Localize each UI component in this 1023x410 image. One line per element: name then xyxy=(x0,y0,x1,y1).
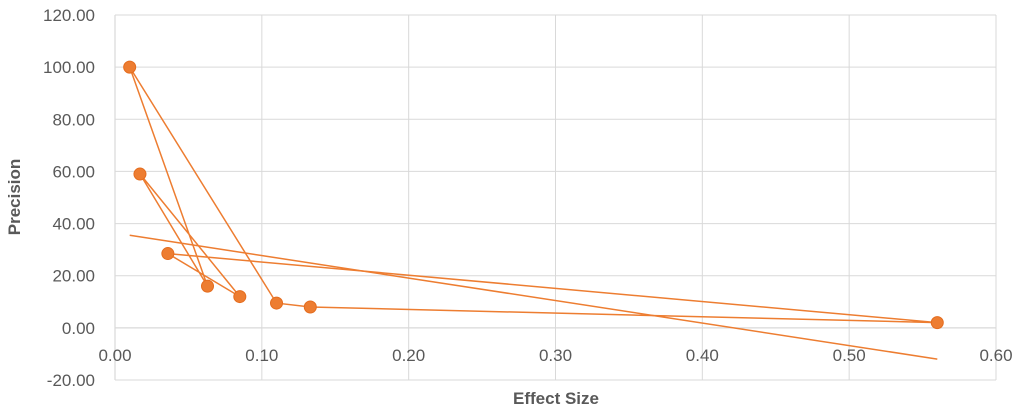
data-point xyxy=(123,60,137,74)
x-tick-label: 0.00 xyxy=(98,346,131,365)
x-axis-ticks: 0.00 0.10 0.20 0.30 0.40 0.50 0.60 xyxy=(98,346,1012,365)
data-point xyxy=(133,167,147,181)
data-point xyxy=(233,290,247,304)
y-axis-title: Precision xyxy=(5,159,24,236)
data-point xyxy=(201,279,215,293)
data-point xyxy=(270,296,284,310)
data-point xyxy=(930,316,944,330)
x-tick-label: 0.60 xyxy=(979,346,1012,365)
y-tick-label: 80.00 xyxy=(52,110,95,129)
series-0-line xyxy=(128,66,938,324)
x-axis-title: Effect Size xyxy=(513,389,599,408)
grid-lines xyxy=(114,14,997,381)
data-point xyxy=(161,247,175,261)
y-tick-label: 120.00 xyxy=(43,6,95,25)
x-tick-label: 0.30 xyxy=(539,346,572,365)
y-tick-label: 100.00 xyxy=(43,58,95,77)
x-tick-label: 0.50 xyxy=(833,346,866,365)
series-lines xyxy=(128,66,938,360)
x-tick-label: 0.40 xyxy=(686,346,719,365)
y-tick-label: 20.00 xyxy=(52,267,95,286)
y-tick-label: 0.00 xyxy=(62,319,95,338)
y-tick-label: 60.00 xyxy=(52,162,95,181)
data-point xyxy=(303,300,317,314)
y-axis-ticks: -20.00 0.00 20.00 40.00 60.00 80.00 100.00 120.… xyxy=(43,6,95,390)
y-tick-label: -20.00 xyxy=(47,371,95,390)
x-tick-label: 0.10 xyxy=(245,346,278,365)
x-tick-label: 0.20 xyxy=(392,346,425,365)
series-markers xyxy=(123,60,944,330)
series-1-line xyxy=(129,234,938,360)
y-tick-label: 40.00 xyxy=(52,215,95,234)
